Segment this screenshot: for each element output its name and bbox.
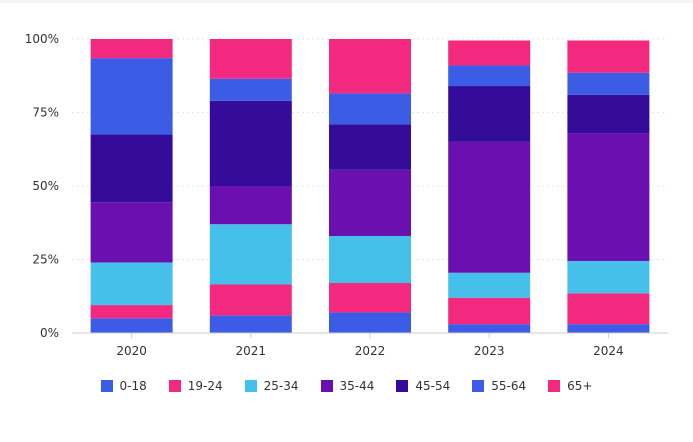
bar-segment-65+-2020[interactable] [90,39,173,59]
legend-item-45-54[interactable]: 45-54 [396,379,450,393]
legend-label: 65+ [567,379,593,393]
legend-swatch [396,380,409,392]
legend-item-35-44[interactable]: 35-44 [320,379,375,393]
bar-segment-65+-2022[interactable] [329,39,411,94]
y-tick-label: 50% [32,179,59,193]
bars [90,39,650,333]
bar-segment-45-54-2024[interactable] [567,94,650,134]
bar-segment-0-18-2022[interactable] [329,312,411,333]
bar-segment-55-64-2024[interactable] [567,72,650,95]
legend-item-19-24[interactable]: 19-24 [168,379,223,393]
y-tick-label: 100% [25,32,59,46]
legend-label: 0-18 [119,379,147,393]
bar-segment-35-44-2020[interactable] [90,202,173,263]
bar-segment-65+-2024[interactable] [567,40,650,73]
bar-segment-45-54-2021[interactable] [209,100,292,186]
legend-label: 35-44 [339,379,375,393]
bar-segment-55-64-2021[interactable] [209,78,292,101]
legend-item-65+[interactable]: 65+ [548,379,592,393]
legend-swatch [244,380,257,392]
x-tick-label: 2021 [236,344,267,358]
x-tick-label: 2020 [116,344,147,358]
legend-swatch [100,380,113,392]
legend-item-0-18[interactable]: 0-18 [100,379,147,393]
bar-segment-55-64-2023[interactable] [448,65,531,87]
bar-segment-25-34-2024[interactable] [567,260,650,294]
y-axis-ticks: 0% 25% 50% 75% 100% [25,32,59,340]
y-tick-label: 75% [32,106,59,120]
legend-item-55-64[interactable]: 55-64 [472,379,526,393]
x-tick-label: 2024 [593,344,624,358]
bar-segment-45-54-2022[interactable] [329,124,411,170]
bar-segment-35-44-2023[interactable] [448,141,531,273]
bar-segment-45-54-2020[interactable] [90,134,173,203]
bar-segment-19-24-2023[interactable] [448,297,531,325]
bar-segment-25-34-2021[interactable] [209,224,292,285]
bar-segment-35-44-2022[interactable] [329,169,411,236]
bar-segment-0-18-2020[interactable] [90,318,173,333]
bar-segment-19-24-2022[interactable] [329,283,411,313]
bar-segment-19-24-2024[interactable] [567,293,650,325]
bar-segment-25-34-2023[interactable] [448,272,531,298]
bar-segment-35-44-2024[interactable] [567,133,650,261]
bar-segment-55-64-2020[interactable] [90,58,173,135]
bar-segment-35-44-2021[interactable] [209,186,292,225]
y-tick-label: 0% [40,326,59,340]
bar-segment-19-24-2020[interactable] [90,305,173,319]
legend-swatch [548,380,561,392]
bar-segment-65+-2023[interactable] [448,40,531,66]
legend-label: 45-54 [415,379,451,393]
y-tick-label: 25% [32,253,59,267]
legend-swatch [320,380,333,392]
x-tick-label: 2022 [355,344,386,358]
x-axis-ticks: 2020 2021 2022 2023 2024 [116,333,624,358]
bar-segment-25-34-2022[interactable] [329,235,411,284]
bar-segment-25-34-2020[interactable] [90,262,173,306]
bar-segment-0-18-2023[interactable] [448,324,531,333]
legend: 0-18 19-24 25-34 35-44 45-54 55-64 65+ [0,374,693,398]
top-border [0,0,693,3]
stacked-bar-chart: 0% 25% 50% 75% 100% 2020 2021 2022 2023 2024 [25,32,668,358]
legend-label: 19-24 [187,379,223,393]
bar-segment-65+-2021[interactable] [209,39,292,79]
legend-item-25-34[interactable]: 25-34 [244,379,299,393]
legend-swatch [472,380,485,392]
legend-label: 55-64 [491,379,527,393]
bar-segment-0-18-2021[interactable] [209,315,292,333]
bar-segment-45-54-2023[interactable] [448,86,531,142]
bar-segment-0-18-2024[interactable] [567,324,650,333]
bar-segment-19-24-2021[interactable] [209,284,292,316]
bar-segment-55-64-2022[interactable] [329,93,411,125]
legend-swatch [168,380,181,392]
x-tick-label: 2023 [474,344,505,358]
legend-label: 25-34 [263,379,299,393]
